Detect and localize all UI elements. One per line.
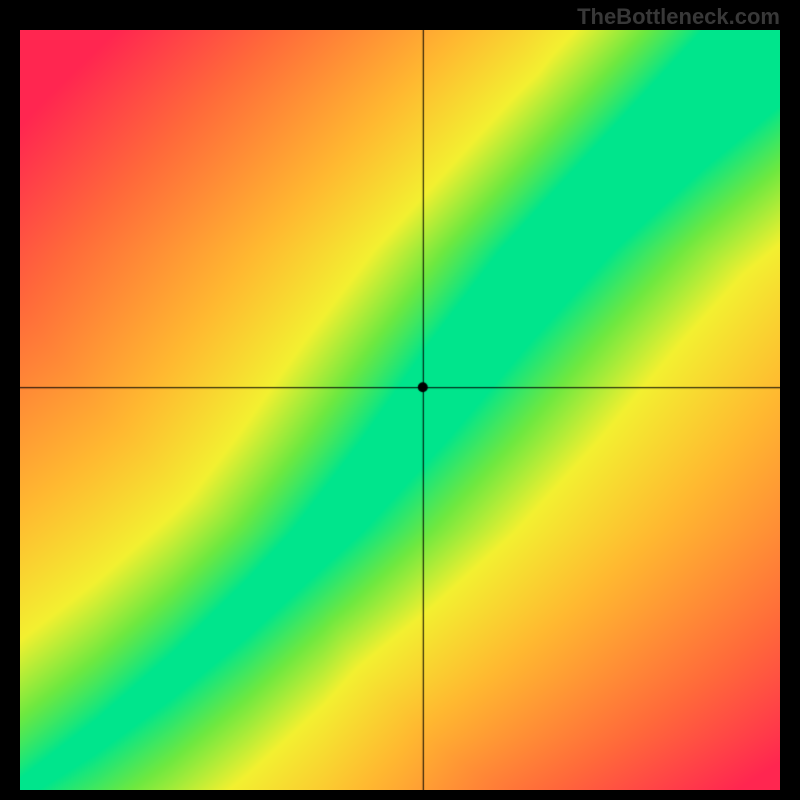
bottleneck-heatmap [20,30,780,790]
heatmap-canvas [20,30,780,790]
watermark-text: TheBottleneck.com [577,4,780,30]
